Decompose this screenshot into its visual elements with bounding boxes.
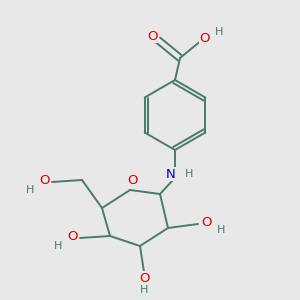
Text: O: O (200, 32, 210, 44)
Text: O: O (148, 29, 158, 43)
Text: O: O (201, 215, 211, 229)
Text: H: H (54, 241, 62, 251)
Text: H: H (185, 169, 193, 179)
Text: H: H (215, 27, 223, 37)
Text: O: O (127, 175, 137, 188)
Text: H: H (26, 185, 34, 195)
Text: H: H (140, 285, 148, 295)
Text: O: O (67, 230, 77, 242)
Text: O: O (39, 173, 49, 187)
Text: O: O (139, 272, 149, 284)
Text: H: H (217, 225, 225, 235)
Text: N: N (166, 167, 176, 181)
